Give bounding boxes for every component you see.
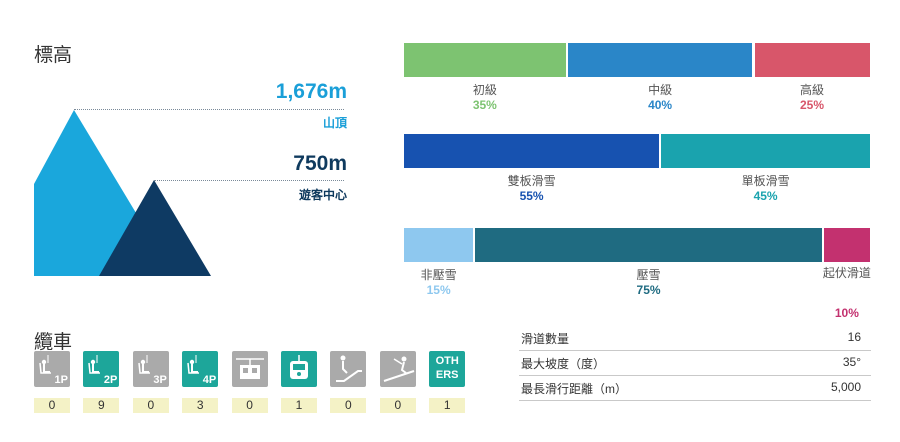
difficulty-label: 高級: [799, 83, 824, 97]
snow-type-label: 非壓雪: [420, 268, 457, 282]
difficulty-bar-segment: [404, 43, 566, 77]
ski-type-label: 雙板滑雪: [507, 174, 556, 188]
stats-row: 滑道數量 16: [519, 326, 871, 351]
ski-type-label: 單板滑雪: [741, 174, 790, 188]
ski-type-bar-segment: [404, 134, 660, 168]
snow-type-percent: 75%: [636, 283, 661, 297]
lift-count: 1: [281, 398, 317, 413]
difficulty-bar-segment: [567, 43, 753, 77]
lift-capacity-tag: 4P: [202, 374, 217, 386]
quad-chairlift-icon: 4P: [182, 351, 219, 387]
snow-type-label: 起伏滑道: [822, 266, 871, 280]
snow-type-bar-segment: [475, 228, 822, 262]
base-elevation-label: 遊客中心: [298, 188, 347, 202]
elevation-mountains-graphic: [34, 110, 211, 276]
lift-capacity-tag: 1P: [54, 374, 68, 386]
base-mountain: [99, 180, 211, 276]
snow-type-bar-segment: [404, 228, 474, 262]
difficulty-percent: 25%: [799, 98, 825, 112]
moving-walkway-icon: [330, 351, 367, 387]
difficulty-bar-segment: [754, 43, 870, 77]
difficulty-label: 初級: [472, 83, 497, 97]
triple-chairlift-icon: 3P: [132, 351, 169, 387]
lift-capacity-tag: 2P: [103, 374, 118, 386]
snow-type-bar-segment: [823, 228, 870, 262]
lift-count: 0: [231, 398, 268, 413]
summit-elevation-label: 山頂: [322, 116, 347, 130]
lift-count: 0: [132, 398, 169, 413]
single-chairlift-icon: 1P: [34, 351, 70, 387]
ski-type-bar-segment: [661, 134, 870, 168]
snow-type-label: 壓雪: [636, 268, 661, 282]
stats-label: 滑道數量: [521, 332, 570, 346]
lifts-title: 纜車: [34, 332, 73, 353]
gondola-icon: [281, 351, 317, 387]
snow-type-percent: 10%: [834, 306, 859, 320]
stats-value: 16: [847, 330, 861, 344]
elevation-title: 標高: [34, 45, 73, 66]
stats-row: 最長滑行距離（m） 5,000: [519, 376, 871, 401]
base-guide-line: [154, 180, 344, 181]
ski-type-percent: 55%: [519, 189, 544, 203]
lift-count: 1: [429, 398, 466, 413]
lift-count: 0: [379, 398, 416, 413]
lift-count: 0: [34, 398, 70, 413]
lift-capacity-tag: 3P: [153, 374, 167, 386]
stats-label: 最長滑行距離（m）: [521, 382, 627, 396]
difficulty-percent: 35%: [472, 98, 497, 112]
lift-count: 9: [83, 398, 120, 413]
lift-count: 0: [330, 398, 367, 413]
double-chairlift-icon: 2P: [83, 351, 120, 387]
lift-count: 3: [182, 398, 219, 413]
stats-row: 最大坡度（度） 35°: [519, 351, 871, 376]
summit-elevation-value: 1,676m: [275, 80, 347, 103]
base-elevation-value: 750m: [293, 152, 347, 175]
others-icon: OTH ERS: [429, 351, 466, 387]
surface-lift-icon: [379, 351, 416, 387]
cable-car-icon: [231, 351, 268, 387]
difficulty-percent: 40%: [648, 98, 673, 112]
others-label: OTH ERS: [435, 355, 459, 381]
stats-label: 最大坡度（度）: [521, 357, 606, 371]
difficulty-label: 中級: [648, 83, 673, 97]
snow-type-percent: 15%: [426, 283, 451, 297]
stats-value: 35°: [842, 355, 861, 369]
stats-value: 5,000: [830, 380, 861, 394]
summit-guide-line: [74, 109, 344, 110]
ski-type-percent: 45%: [753, 189, 778, 203]
